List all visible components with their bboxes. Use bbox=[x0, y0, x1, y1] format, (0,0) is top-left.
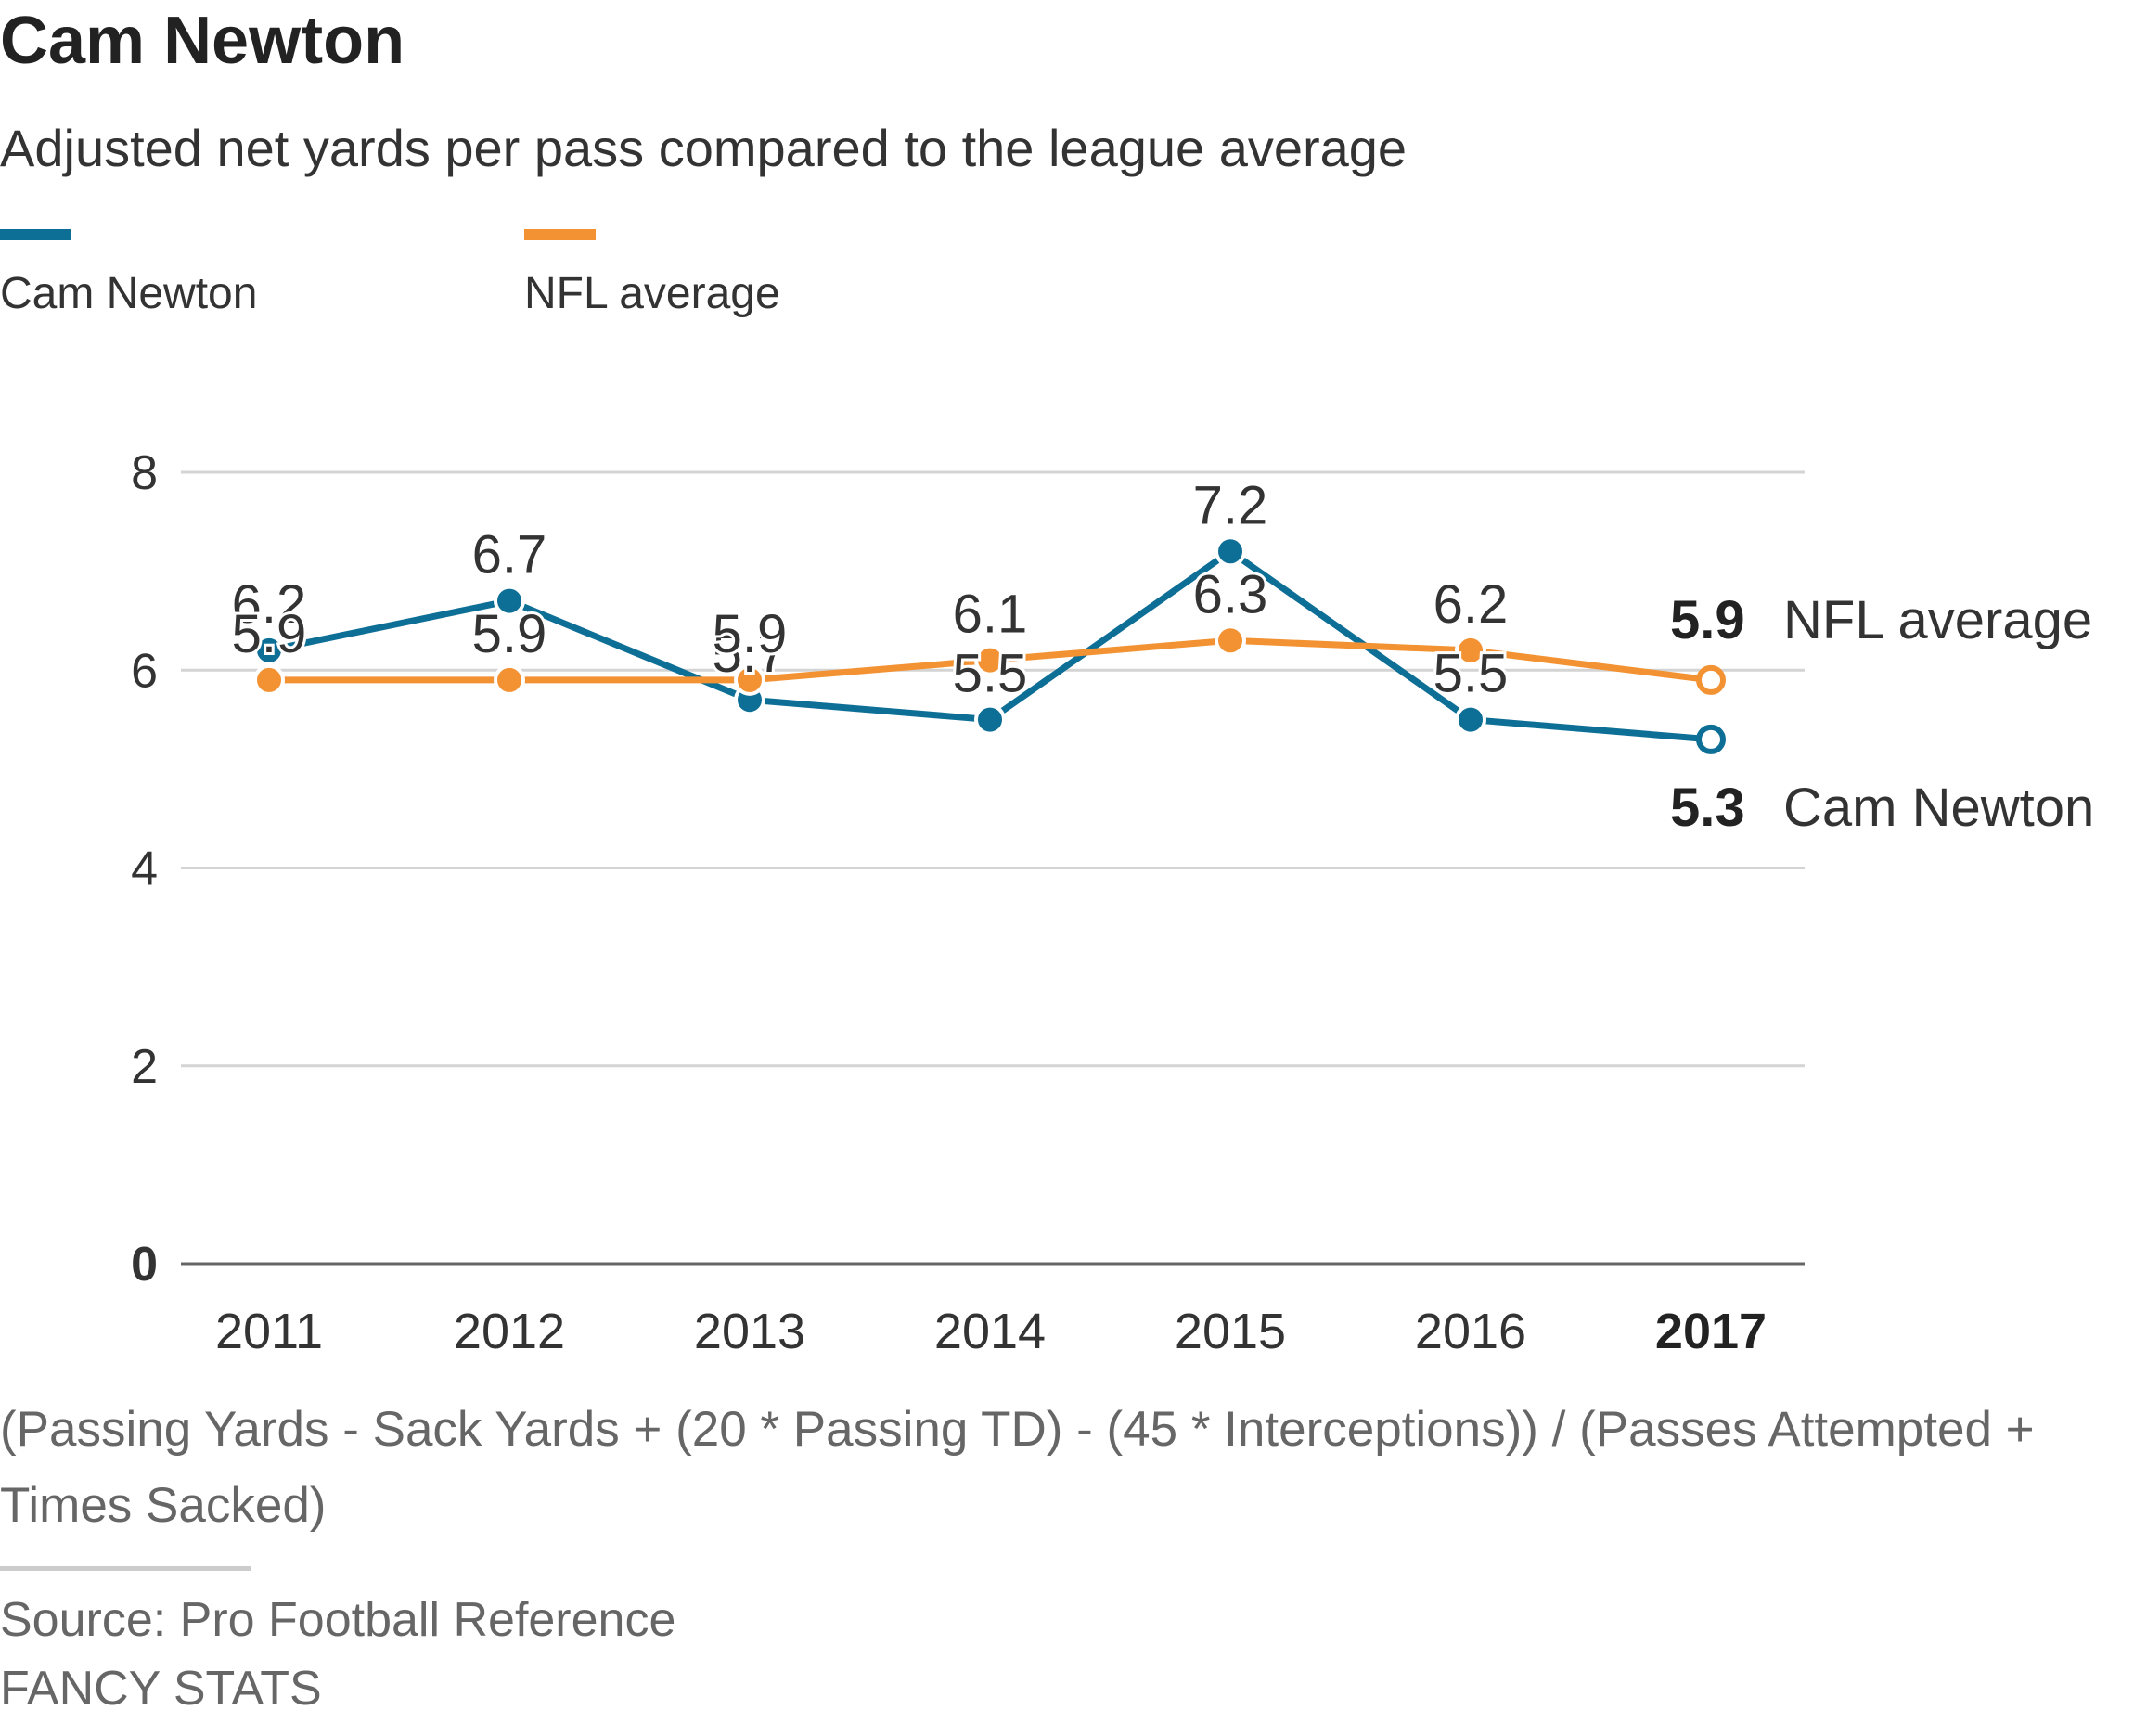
line-chart: 0 2 4 6 8 2011 2012 2013 2014 2015 2016 2017 6.2 6.7 5… bbox=[131, 446, 2094, 1359]
data-label-nfl-average: 5.9 bbox=[232, 604, 307, 664]
end-name-label-cam-newton: Cam Newton bbox=[1783, 778, 2094, 838]
chart-title: Cam Newton bbox=[0, 4, 405, 78]
x-tick-label: 2016 bbox=[1415, 1304, 1526, 1359]
x-tick-label: 2015 bbox=[1175, 1304, 1286, 1359]
credit-note: FANCY STATS bbox=[0, 1662, 322, 1716]
data-label-cam-newton: 7.2 bbox=[1193, 475, 1268, 535]
data-point-nfl-average bbox=[253, 663, 285, 696]
data-point-nfl-average bbox=[734, 663, 765, 696]
data-point-nfl-average bbox=[974, 644, 1006, 676]
x-tick-label: 2011 bbox=[215, 1304, 323, 1359]
data-label-cam-newton: 6.7 bbox=[472, 525, 547, 585]
y-tick-label: 6 bbox=[131, 644, 158, 698]
data-point-cam-newton bbox=[1455, 703, 1486, 736]
footer-divider bbox=[0, 1566, 251, 1571]
data-point-nfl-average bbox=[1455, 634, 1486, 666]
data-label-cam-newton: 5.5 bbox=[1433, 644, 1509, 704]
legend-swatch-cam-newton bbox=[0, 229, 71, 240]
y-tick-label: 4 bbox=[131, 842, 158, 896]
formula-footnote: (Passing Yards - Sack Yards + (20 * Pass… bbox=[0, 1402, 2035, 1533]
end-value-label-cam-newton: 5.3 bbox=[1670, 778, 1745, 838]
legend-label-nfl-average: NFL average bbox=[524, 269, 780, 318]
data-point-cam-newton bbox=[1215, 535, 1246, 568]
data-label-nfl-average: 6.3 bbox=[1193, 564, 1268, 624]
end-name-label-nfl-average: NFL average bbox=[1783, 590, 2092, 650]
data-point-cam-newton bbox=[494, 585, 525, 617]
x-tick-label: 2012 bbox=[454, 1304, 565, 1359]
x-tick-label: 2014 bbox=[934, 1304, 1046, 1359]
data-point-cam-newton bbox=[1696, 724, 1726, 754]
y-tick-label: 2 bbox=[131, 1040, 158, 1094]
data-label-nfl-average: 5.9 bbox=[472, 604, 547, 664]
chart-subtitle: Adjusted net yards per pass compared to … bbox=[0, 119, 1408, 177]
data-label-nfl-average: 6.1 bbox=[953, 585, 1028, 645]
source-note: Source: Pro Football Reference bbox=[0, 1593, 676, 1647]
data-point-nfl-average bbox=[494, 663, 525, 696]
y-tick-label: 0 bbox=[131, 1238, 158, 1292]
x-tick-label: 2013 bbox=[694, 1304, 805, 1359]
data-point-nfl-average bbox=[1215, 624, 1246, 657]
legend-label-cam-newton: Cam Newton bbox=[0, 269, 258, 318]
data-label-cam-newton: 5.5 bbox=[953, 644, 1028, 704]
data-point-nfl-average bbox=[1696, 664, 1726, 695]
data-label-cam-newton: 6.2 bbox=[232, 574, 307, 635]
data-label-nfl-average: 5.9 bbox=[713, 604, 788, 664]
data-label-cam-newton: 5.7 bbox=[713, 624, 788, 684]
x-tick-label: 2017 bbox=[1655, 1304, 1767, 1359]
legend-swatch-nfl-average bbox=[524, 229, 596, 240]
end-value-label-nfl-average: 5.9 bbox=[1670, 590, 1745, 650]
data-point-cam-newton bbox=[974, 703, 1006, 736]
y-tick-label: 8 bbox=[131, 446, 158, 500]
data-label-nfl-average: 6.2 bbox=[1433, 574, 1509, 635]
